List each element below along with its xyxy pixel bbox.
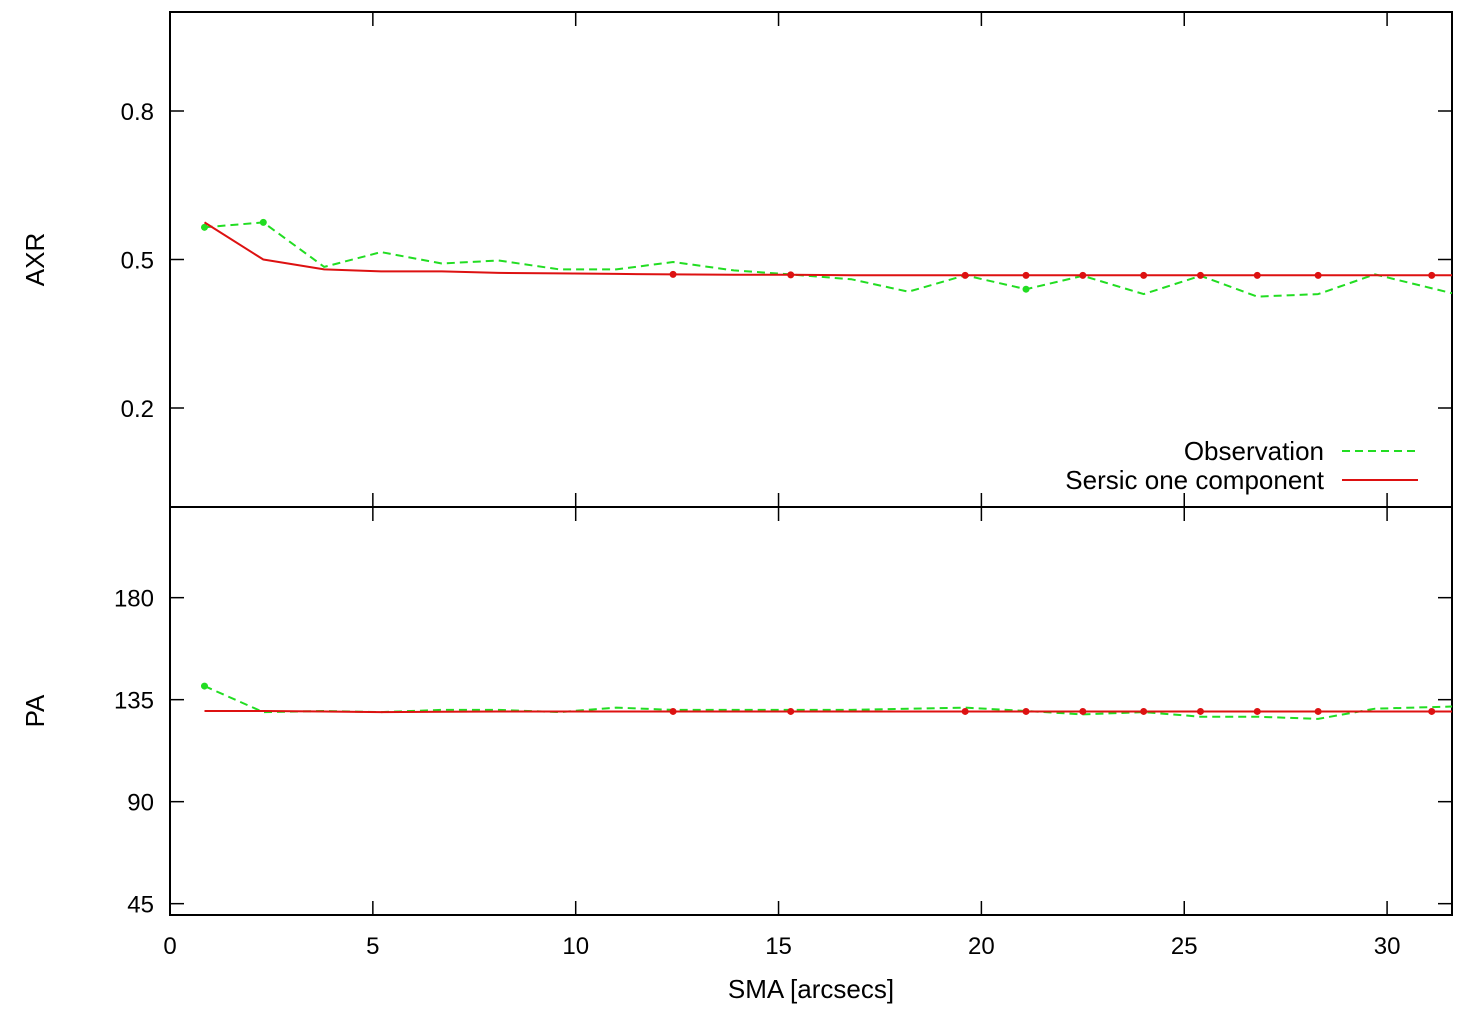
- axr-plot-frame: [169, 11, 1453, 508]
- pa-series-sersic-point: [961, 707, 969, 715]
- pa-series-sersic-point: [1196, 707, 1204, 715]
- axr-series-sersic-point: [1196, 271, 1204, 279]
- pa-series-sersic-point: [787, 707, 795, 715]
- axr-series-sersic-point: [1314, 271, 1322, 279]
- axr-series-sersic-point: [1253, 271, 1261, 279]
- xtick-label: 15: [765, 933, 792, 960]
- axr-series-observation-line: [204, 221, 1452, 298]
- pa-series-observation-line: [204, 685, 1452, 720]
- pa-series-sersic-point: [1079, 707, 1087, 715]
- axr-ytick-label: 0.5: [121, 248, 154, 275]
- axr-series-observation-point: [1022, 285, 1030, 293]
- pa-series-sersic-point: [669, 707, 677, 715]
- pa-series-sersic-point: [1253, 707, 1261, 715]
- legend-label: Sersic one component: [1065, 465, 1324, 495]
- pa-ytick-label: 45: [127, 892, 154, 919]
- pa-ytick-label: 135: [114, 688, 154, 715]
- axr-series-sersic-point: [961, 271, 969, 279]
- axr-series-sersic-point: [1140, 271, 1148, 279]
- pa-series-sersic-line: [204, 710, 1452, 714]
- axr-y-axis-title: AXR: [20, 233, 50, 286]
- pa-panel: 45 90 135 180 PA: [20, 506, 1453, 919]
- pa-series-sersic-point: [1428, 707, 1436, 715]
- x-axis-title: SMA [arcsecs]: [728, 974, 894, 1004]
- axr-series-sersic-line: [203, 221, 1452, 277]
- axr-series-sersic-point: [1022, 271, 1030, 279]
- pa-ytick-label: 180: [114, 586, 154, 613]
- axr-ytick-label: 0.2: [121, 396, 154, 423]
- x-axis: 0 5 10 15 20 25 30 SMA [arcsecs]: [163, 933, 1400, 1004]
- pa-series-group: [200, 682, 1452, 720]
- xtick-label: 30: [1374, 933, 1401, 960]
- xtick-label: 10: [562, 933, 589, 960]
- pa-ytick-label: 90: [127, 790, 154, 817]
- pa-series-observation-point: [200, 682, 208, 690]
- axr-series-sersic-point: [1428, 271, 1436, 279]
- axr-series-observation-point: [259, 218, 267, 226]
- xtick-label: 0: [163, 933, 176, 960]
- axr-panel: 0.2 0.5 0.8 AXR: [20, 11, 1453, 508]
- pa-series-sersic-point: [1140, 707, 1148, 715]
- xtick-label: 25: [1171, 933, 1198, 960]
- pa-series-sersic-point: [1314, 707, 1322, 715]
- axr-series-observation-point: [200, 223, 208, 231]
- pa-series-sersic-point: [1022, 707, 1030, 715]
- axr-ytick-label: 0.8: [121, 99, 154, 126]
- legend-label: Observation: [1184, 436, 1324, 466]
- pa-y-axis-title: PA: [20, 694, 50, 727]
- xtick-label: 5: [366, 933, 379, 960]
- axr-series-sersic-point: [1079, 271, 1087, 279]
- axr-series-group: [200, 218, 1452, 298]
- axr-series-sersic-point: [669, 270, 677, 278]
- xtick-label: 20: [968, 933, 995, 960]
- axr-series-sersic-point: [787, 271, 795, 279]
